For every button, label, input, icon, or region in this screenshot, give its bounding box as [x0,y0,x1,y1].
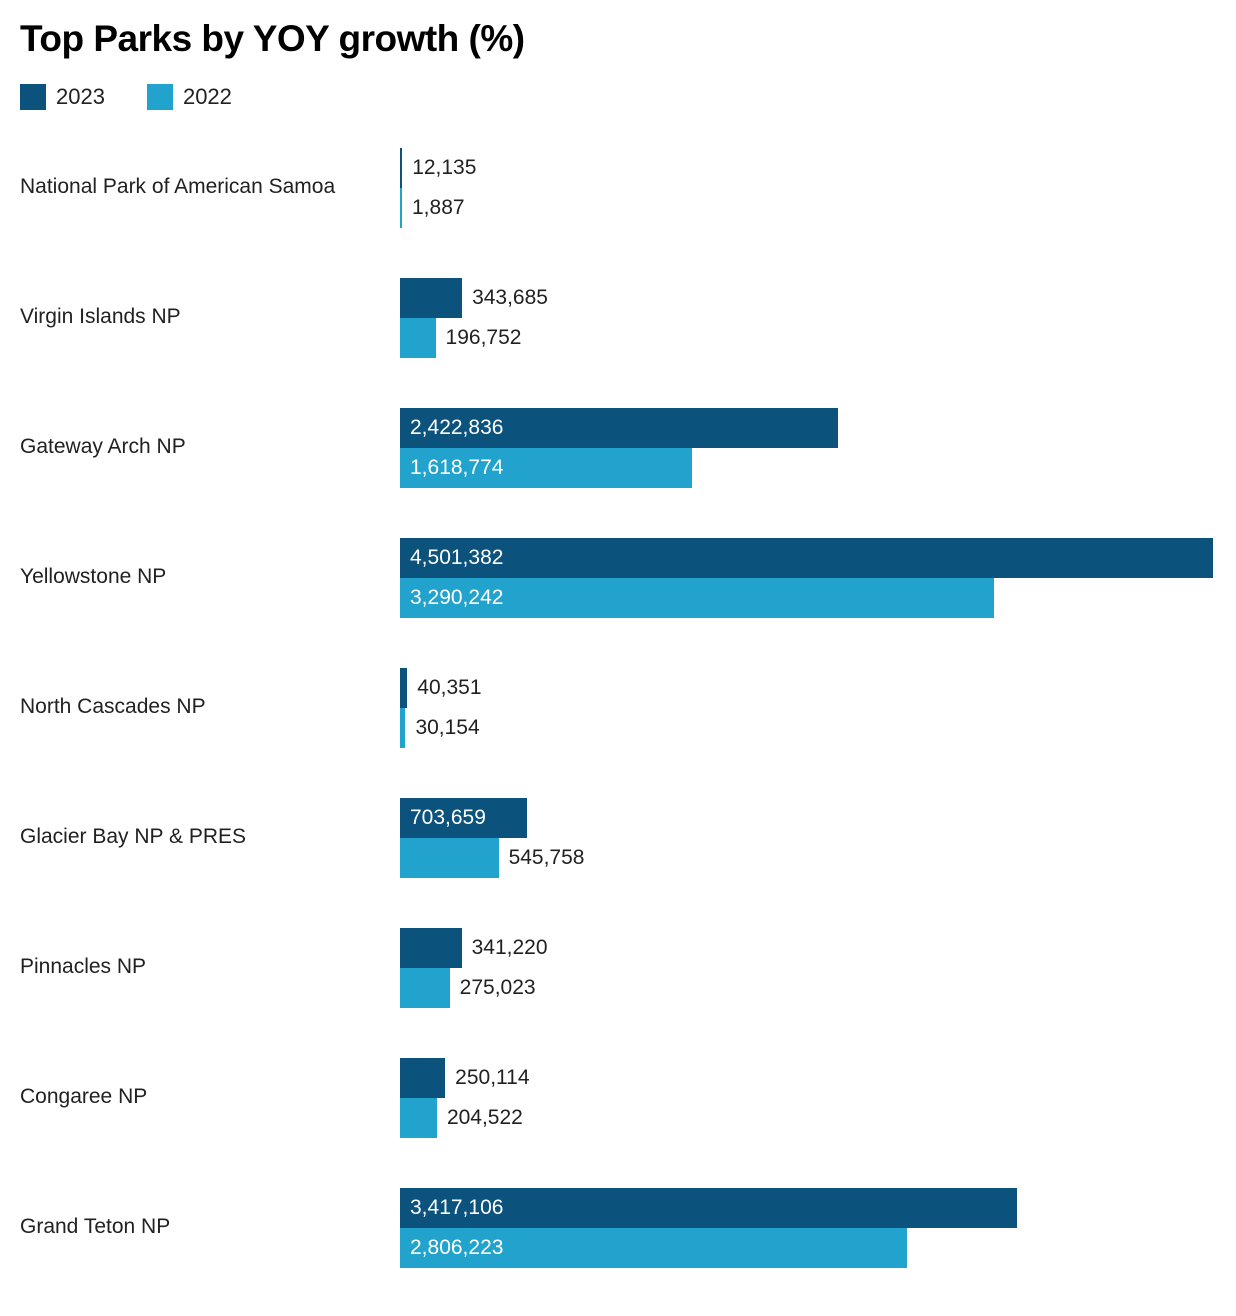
chart-row: Grand Teton NP 3,417,106 2,806,223 [0,1163,1236,1293]
value-label-2022: 275,023 [459,975,536,999]
category-label: Grand Teton NP [20,1215,171,1239]
bar-2022 [400,837,499,878]
bar-group: 12,135 1,887 [400,147,1236,228]
chart-row: Glacier Bay NP & PRES 703,659 545,758 [0,773,1236,903]
category-label: Congaree NP [20,1085,148,1109]
chart-row: National Park of American Samoa 12,135 1… [0,123,1236,253]
bar-line-2022: 3,290,242 [400,577,1236,618]
bar-group: 343,685 196,752 [400,277,1236,358]
bar-2022: 3,290,242 [400,577,995,618]
category-label: North Cascades NP [20,695,206,719]
bar-line-2022: 275,023 [400,967,1236,1008]
value-label-2022: 1,618,774 [410,455,504,479]
bar-2022 [400,187,402,228]
value-label-2022: 2,806,223 [410,1235,504,1259]
bar-2022 [400,317,436,358]
category-label: Yellowstone NP [20,565,167,589]
bar-2023 [400,927,462,968]
bar-group: 2,422,836 1,618,774 [400,407,1236,488]
bar-2022 [400,1097,437,1138]
bar-2023 [400,147,403,188]
legend-label-2023: 2023 [56,83,105,109]
legend-swatch-2022-icon [146,83,173,110]
bar-line-2023: 12,135 [400,147,1236,188]
value-label-2023: 4,501,382 [410,545,504,569]
chart-row: Congaree NP 250,114 204,522 [0,1033,1236,1163]
value-label-2023: 2,422,836 [410,415,504,439]
legend: 2023 2022 [20,83,1236,111]
bar-group: 4,501,382 3,290,242 [400,537,1236,618]
category-label: National Park of American Samoa [20,175,336,199]
bar-group: 3,417,106 2,806,223 [400,1187,1236,1268]
value-label-2022: 30,154 [415,715,480,739]
chart-row: Pinnacles NP 341,220 275,023 [0,903,1236,1033]
legend-label-2022: 2022 [182,83,232,109]
chart-row: Yellowstone NP 4,501,382 3,290,242 [0,513,1236,643]
bar-line-2022: 2,806,223 [400,1227,1236,1268]
bar-2022 [400,707,406,748]
chart-row: North Cascades NP 40,351 30,154 [0,643,1236,773]
bar-chart: National Park of American Samoa 12,135 1… [0,123,1236,1293]
bar-line-2023: 40,351 [400,667,1236,708]
bar-line-2022: 545,758 [400,837,1236,878]
bar-line-2023: 341,220 [400,927,1236,968]
category-label: Virgin Islands NP [20,305,181,329]
value-label-2023: 3,417,106 [410,1195,504,1219]
bar-line-2022: 1,618,774 [400,447,1236,488]
bar-2023 [400,667,408,708]
bar-2023: 3,417,106 [400,1187,1018,1228]
category-label: Pinnacles NP [20,955,147,979]
value-label-2022: 3,290,242 [410,585,504,609]
bar-2023: 703,659 [400,797,528,838]
bar-line-2022: 204,522 [400,1097,1236,1138]
bar-line-2023: 703,659 [400,797,1236,838]
bar-line-2023: 343,685 [400,277,1236,318]
value-label-2023: 341,220 [471,935,548,959]
bar-2022 [400,967,450,1008]
bar-line-2022: 30,154 [400,707,1236,748]
category-label: Glacier Bay NP & PRES [20,825,247,849]
bar-line-2022: 196,752 [400,317,1236,358]
value-label-2023: 703,659 [410,805,486,829]
legend-item-2022: 2022 [146,83,232,110]
bar-group: 703,659 545,758 [400,797,1236,878]
chart-row: Gateway Arch NP 2,422,836 1,618,774 [0,383,1236,513]
bar-2023 [400,1057,446,1098]
chart-row: Virgin Islands NP 343,685 196,752 [0,253,1236,383]
bar-2023: 2,422,836 [400,407,838,448]
legend-swatch-2023-icon [20,83,46,110]
bar-group: 40,351 30,154 [400,667,1236,748]
value-label-2023: 250,114 [455,1065,530,1089]
bar-2022: 1,618,774 [400,447,693,488]
bar-group: 250,114 204,522 [400,1057,1236,1138]
bar-line-2022: 1,887 [400,187,1236,228]
bar-line-2023: 250,114 [400,1057,1236,1098]
category-label: Gateway Arch NP [20,435,186,459]
value-label-2023: 12,135 [412,155,477,179]
bar-line-2023: 4,501,382 [400,537,1236,578]
value-label-2022: 196,752 [445,325,522,349]
bar-group: 341,220 275,023 [400,927,1236,1008]
bar-2023: 4,501,382 [400,537,1213,578]
value-label-2022: 204,522 [446,1105,523,1129]
bar-line-2023: 3,417,106 [400,1187,1236,1228]
bar-line-2023: 2,422,836 [400,407,1236,448]
value-label-2023: 40,351 [417,675,482,699]
bar-2023 [400,277,463,318]
chart-title: Top Parks by YOY growth (%) [20,18,525,59]
value-label-2023: 343,685 [472,285,548,309]
value-label-2022: 1,887 [412,195,465,219]
value-label-2022: 545,758 [508,845,585,869]
legend-item-2023: 2023 [20,83,105,110]
bar-2022: 2,806,223 [400,1227,907,1268]
